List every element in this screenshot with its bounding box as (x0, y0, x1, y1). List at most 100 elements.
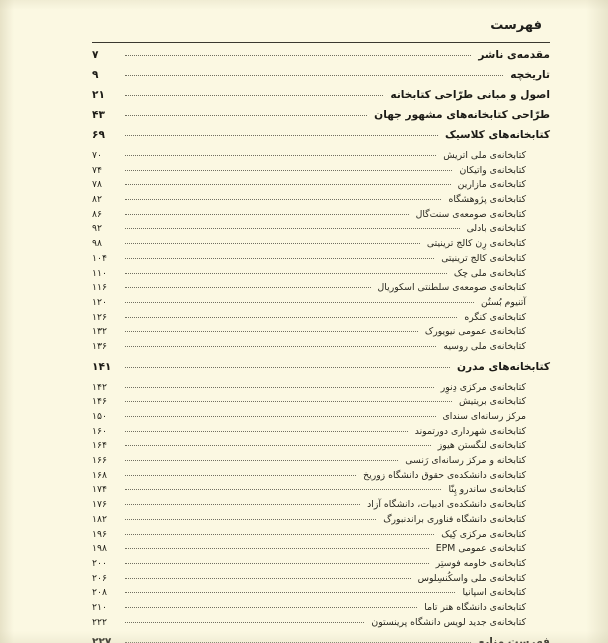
toc-entry[interactable]: تاریخچه ۹ (92, 69, 550, 89)
toc-leader-dots (125, 395, 452, 404)
toc-leader-dots (125, 483, 442, 492)
toc-entry-label: طرّاحی کتابخانه‌های مشهور جهان (374, 109, 550, 121)
toc-entry[interactable]: کتابخانه‌ی دانشگاه فناوری براندنبورگ ۱۸۲ (92, 513, 550, 528)
toc-leader-dots (125, 237, 420, 246)
toc-entry[interactable]: کتابخانه‌ی مرکزی کِیک ۱۹۶ (92, 528, 550, 543)
toc-entry-label: مقدمه‌ی ناشر (478, 49, 550, 61)
toc-leader-dots (125, 410, 436, 419)
toc-leader-dots (125, 69, 504, 78)
toc-entry[interactable]: کتابخانه‌ی شهرداری دورتموند ۱۶۰ (92, 425, 550, 440)
toc-leader-dots (125, 296, 474, 305)
toc-entry[interactable]: مقدمه‌ی ناشر ۷ (92, 49, 550, 69)
toc-entry-page-number: ۱۴۱ (92, 360, 112, 373)
toc-entry[interactable]: کتابخانه‌ی رِن کالج ترینیتی ۹۸ (92, 237, 550, 252)
toc-entry-page-number: ۱۷۴ (92, 484, 107, 496)
toc-leader-dots (125, 513, 377, 522)
table-of-contents: مقدمه‌ی ناشر ۷ تاریخچه ۹ اصول و مبانی طرّاحی… (92, 49, 550, 643)
toc-entry-label: کتابخانه‌ی عمومی EPM (435, 543, 526, 555)
toc-entry-label: آتنیوم بُستُن (480, 296, 526, 308)
toc-entry[interactable]: کتابخانه‌ی مازارین ۷۸ (92, 178, 550, 193)
toc-leader-dots (125, 542, 429, 551)
toc-entry[interactable]: کتابخانه‌ی بریتیش ۱۴۶ (92, 395, 550, 410)
toc-entry-page-number: ۹۸ (92, 238, 102, 250)
toc-entry[interactable]: مرکز رسانه‌ای سندای ۱۵۰ (92, 410, 550, 425)
toc-entry-label: کتابخانه‌ی لنگستن هیوز (437, 440, 526, 452)
toc-entry-page-number: ۱۶۴ (92, 440, 107, 452)
toc-entry-label: کتابخانه‌ی خاومه فوستِر (435, 557, 526, 569)
toc-entry[interactable]: کتابخانه‌ی ملی واسکُنسِلوس ۲۰۶ (92, 572, 550, 587)
toc-leader-dots (125, 49, 472, 58)
toc-entry-label: کتابخانه‌ی عمومی نیویورک (424, 326, 526, 338)
toc-leader-dots (125, 208, 409, 217)
toc-entry[interactable]: کتابخانه‌ی اسپانیا ۲۰۸ (92, 586, 550, 601)
toc-leader-dots (125, 281, 371, 290)
toc-entry-label: کتابخانه‌های کلاسیک (445, 129, 550, 141)
toc-entry[interactable]: کتابخانه‌ی دانشگاه هنر تاما ۲۱۰ (92, 601, 550, 616)
toc-leader-dots (125, 601, 418, 610)
toc-entry[interactable]: کتابخانه‌ی مرکزی دِنوِر ۱۴۲ (92, 381, 550, 396)
toc-entry-label: کتابخانه‌ی مرکزی دِنوِر (440, 381, 526, 393)
toc-leader-dots (125, 616, 365, 625)
toc-leader-dots (125, 109, 368, 118)
toc-entry[interactable]: کتابخانه‌ی ساندرو پِنّا ۱۷۴ (92, 483, 550, 498)
toc-entry-page-number: ۱۹۶ (92, 528, 107, 540)
toc-entry[interactable]: کتابخانه‌ی بادلی ۹۲ (92, 222, 550, 237)
toc-leader-dots (125, 528, 435, 537)
toc-entry[interactable]: کتابخانه و مرکز رسانه‌ای رَنسی ۱۶۶ (92, 454, 550, 469)
toc-entry[interactable]: کتابخانه‌های مدرن ۱۴۱ (92, 361, 550, 381)
toc-entry[interactable]: کتابخانه‌ی صومعه‌ی سنت‌گال ۸۶ (92, 208, 550, 223)
toc-entry-page-number: ۱۲۰ (92, 296, 107, 308)
toc-leader-dots (125, 149, 437, 158)
toc-leader-dots (125, 439, 431, 448)
toc-entry-page-number: ۱۷۶ (92, 499, 107, 511)
toc-entry[interactable]: کتابخانه‌ی کالج ترینیتی ۱۰۴ (92, 252, 550, 267)
toc-entry[interactable]: کتابخانه‌ی ملی چک ۱۱۰ (92, 267, 550, 282)
toc-leader-dots (125, 586, 456, 595)
toc-leader-dots (125, 340, 437, 349)
toc-leader-dots (125, 636, 472, 643)
toc-entry-label: کتابخانه‌ی دانشگاه هنر تاما (424, 601, 526, 613)
toc-leader-dots (125, 252, 435, 261)
toc-entry[interactable]: کتابخانه‌ی عمومی EPM ۱۹۸ (92, 542, 550, 557)
toc-entry-page-number: ۷۴ (92, 164, 102, 176)
toc-leader-dots (125, 572, 411, 581)
toc-entry-page-number: ۲۱۰ (92, 601, 107, 613)
toc-entry-page-number: ۱۵۰ (92, 411, 107, 422)
toc-entry-page-number: ۱۹۸ (92, 543, 107, 555)
page-title: فهرست (490, 18, 542, 33)
toc-entry[interactable]: اصول و مبانی طرّاحی کتابخانه ۲۱ (92, 89, 550, 109)
toc-entry-label: مرکز رسانه‌ای سندای (442, 411, 526, 422)
toc-leader-dots (125, 222, 460, 231)
toc-entry[interactable]: کتابخانه‌ی لنگستن هیوز ۱۶۴ (92, 439, 550, 454)
toc-entry-label: کتابخانه‌ی صومعه‌ی سنت‌گال (415, 208, 526, 220)
toc-entry-label: کتابخانه‌ی واتیکان (459, 164, 526, 176)
toc-entry-label: کتابخانه‌ی کالج ترینیتی (441, 252, 526, 264)
toc-entry-page-number: ۱۴۶ (92, 396, 107, 408)
toc-entry-label: کتابخانه‌های مدرن (457, 360, 550, 373)
toc-entry-page-number: ۷۰ (92, 150, 102, 161)
toc-entry-page-number: ۲۲۲ (92, 616, 107, 628)
toc-entry[interactable]: کتابخانه‌ی واتیکان ۷۴ (92, 164, 550, 179)
toc-entry-label: کتابخانه‌ی بادلی (466, 223, 526, 235)
toc-entry[interactable]: طرّاحی کتابخانه‌های مشهور جهان ۴۳ (92, 109, 550, 129)
toc-entry[interactable]: کتابخانه‌ی کنگره ۱۲۶ (92, 311, 550, 326)
toc-entry[interactable]: آتنیوم بُستُن ۱۲۰ (92, 296, 550, 311)
toc-entry-page-number: ۱۲۶ (92, 311, 107, 323)
toc-entry[interactable]: فهرست منابع ۲۲۷ (92, 636, 550, 643)
toc-entry[interactable]: کتابخانه‌ی جدید لویس دانشگاه پرینستون ۲۲۲ (92, 616, 550, 631)
toc-entry[interactable]: کتابخانه‌ی خاومه فوستِر ۲۰۰ (92, 557, 550, 572)
toc-entry-page-number: ۱۶۸ (92, 469, 107, 481)
toc-entry[interactable]: کتابخانه‌ی عمومی نیویورک ۱۳۲ (92, 325, 550, 340)
toc-entry-page-number: ۱۳۲ (92, 326, 107, 338)
toc-entry[interactable]: کتابخانه‌ی صومعه‌ی سلطنتی اسکوریال ۱۱۶ (92, 281, 550, 296)
toc-entry[interactable]: کتابخانه‌ی ملی اتریش ۷۰ (92, 149, 550, 164)
toc-entry-page-number: ۱۶۰ (92, 425, 107, 437)
toc-entry[interactable]: کتابخانه‌ی دانشکده‌ی ادبیات، دانشگاه آزا… (92, 498, 550, 513)
toc-entry[interactable]: کتابخانه‌های کلاسیک ۶۹ (92, 129, 550, 149)
toc-entry-page-number: ۹۲ (92, 223, 102, 235)
toc-entry[interactable]: کتابخانه‌ی دانشکده‌ی حقوق دانشگاه زوریخ ۱… (92, 469, 550, 484)
toc-entry[interactable]: کتابخانه‌ی ملی روسیه ۱۳۶ (92, 340, 550, 355)
toc-entry-page-number: ۱۴۲ (92, 381, 107, 393)
toc-entry[interactable]: کتابخانه‌ی پژوهشگاه ۸۲ (92, 193, 550, 208)
